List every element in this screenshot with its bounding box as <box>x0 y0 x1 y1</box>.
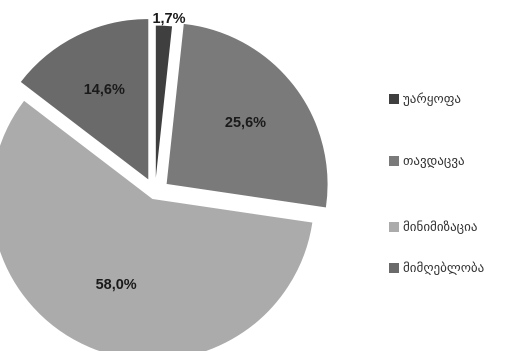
data-label-denial: 1,7% <box>152 11 185 27</box>
data-label-defense: 25,6% <box>225 115 266 131</box>
legend-swatch-denial <box>389 94 399 104</box>
legend-label-denial: უარყოფა <box>403 91 462 107</box>
legend-item-minimization: მინიმიზაცია <box>389 217 477 237</box>
legend-swatch-defense <box>389 156 399 166</box>
legend-item-acceptance: მიმღებლობა <box>389 258 484 278</box>
pie-slice-minimization <box>0 99 314 351</box>
pie-slice-defense <box>165 22 329 209</box>
legend-item-denial: უარყოფა <box>389 89 461 109</box>
pie-slice-acceptance <box>19 17 150 182</box>
data-label-acceptance: 14,6% <box>84 82 125 98</box>
data-label-minimization: 58,0% <box>96 277 137 293</box>
legend-label-acceptance: მიმღებლობა <box>403 260 485 276</box>
pie-slice-denial <box>154 24 174 188</box>
legend-item-defense: თავდაცვა <box>389 151 465 171</box>
legend-swatch-acceptance <box>389 263 399 273</box>
legend-label-defense: თავდაცვა <box>403 153 465 169</box>
legend-swatch-minimization <box>389 222 399 232</box>
legend-label-minimization: მინიმიზაცია <box>403 219 478 235</box>
